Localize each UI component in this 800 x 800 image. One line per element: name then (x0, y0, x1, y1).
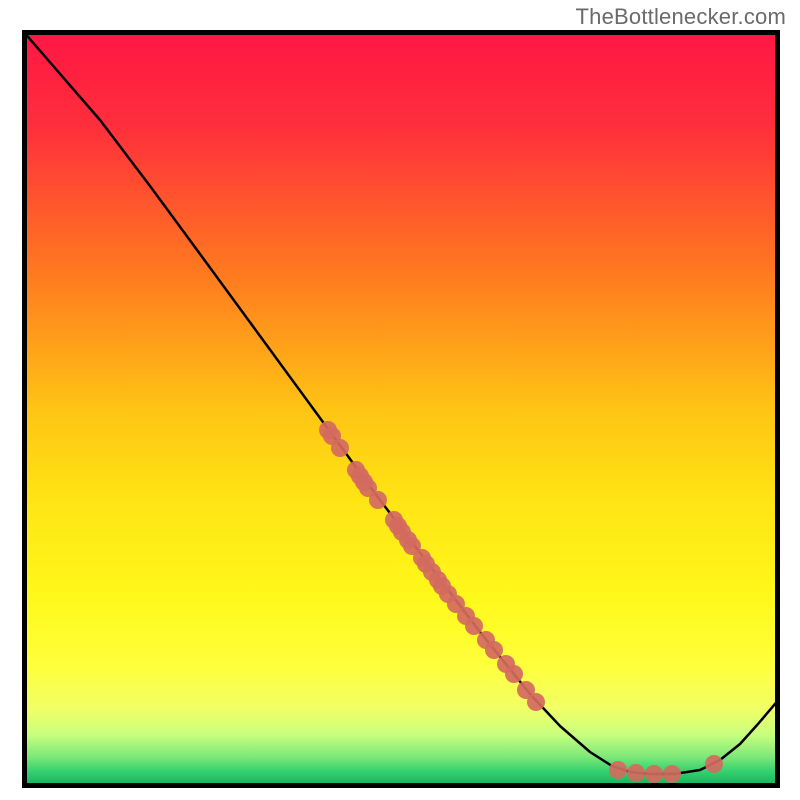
data-point (505, 665, 523, 683)
data-point (609, 761, 627, 779)
data-point (645, 765, 663, 783)
data-point (369, 491, 387, 509)
data-point (663, 765, 681, 783)
chart-root: TheBottlenecker.com (0, 0, 800, 800)
data-point (465, 617, 483, 635)
data-point (485, 641, 503, 659)
gradient-background (27, 35, 775, 783)
data-point (627, 764, 645, 782)
data-point (331, 439, 349, 457)
data-point (527, 693, 545, 711)
data-point (705, 755, 723, 773)
plot-svg (0, 0, 800, 800)
